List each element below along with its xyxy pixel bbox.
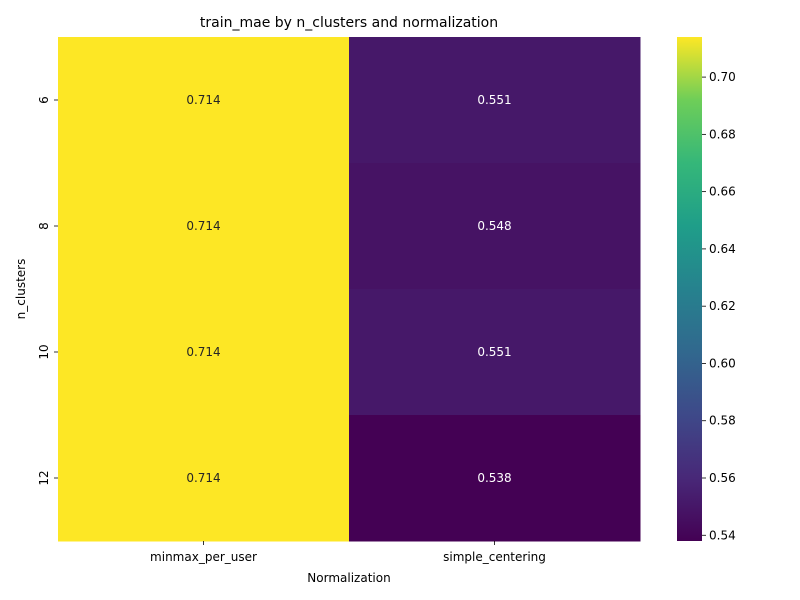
colorbar-tick-label: 0.56 [709,471,736,485]
cell-value-label: 0.538 [477,471,511,485]
colorbar: 0.54 0.56 0.58 0.60 0.62 0.64 0.66 0.68 0.70 [677,37,736,542]
y-tick-label: 8 [37,222,51,230]
colorbar-tick-label: 0.66 [709,185,736,199]
heatmap-cell-labels: 0.714 0.551 0.714 0.548 0.714 0.551 0.714 0.538 [186,93,511,485]
x-tick-label: simple_centering [443,550,546,564]
cell-value-label: 0.548 [477,219,511,233]
heatmap-cell [58,289,350,416]
colorbar-tick-label: 0.68 [709,127,736,141]
heatmap-cell [349,289,641,416]
y-tick-label: 10 [37,344,51,359]
y-tick-label: 6 [37,96,51,104]
colorbar-tick-label: 0.64 [709,242,736,256]
colorbar-gradient [677,37,702,541]
colorbar-tick-label: 0.54 [709,528,736,542]
cell-value-label: 0.714 [186,93,220,107]
colorbar-tick-label: 0.62 [709,299,736,313]
y-axis-label: n_clusters [14,259,28,320]
colorbar-tick-label: 0.58 [709,414,736,428]
colorbar-tick-label: 0.60 [709,356,736,370]
heatmap-cell [349,163,641,290]
chart-title: train_mae by n_clusters and normalizatio… [200,15,498,31]
x-axis-label: Normalization [307,571,390,585]
colorbar-tick-label: 0.70 [709,70,736,84]
cell-value-label: 0.551 [477,345,511,359]
cell-value-label: 0.714 [186,345,220,359]
cell-value-label: 0.551 [477,93,511,107]
heatmap-cell [58,415,350,542]
y-tick-label: 12 [37,470,51,485]
cell-value-label: 0.714 [186,219,220,233]
heatmap-cell [58,163,350,290]
heatmap-cells [58,37,641,542]
heatmap-cell [349,415,641,542]
y-axis: 6 8 10 12 [37,96,58,486]
heatmap-cell [349,37,641,164]
cell-value-label: 0.714 [186,471,220,485]
x-tick-label: minmax_per_user [150,550,257,564]
heatmap-cell [58,37,350,164]
colorbar-ticks: 0.54 0.56 0.58 0.60 0.62 0.64 0.66 0.68 0.70 [702,70,736,542]
x-axis: minmax_per_user simple_centering [150,541,546,564]
